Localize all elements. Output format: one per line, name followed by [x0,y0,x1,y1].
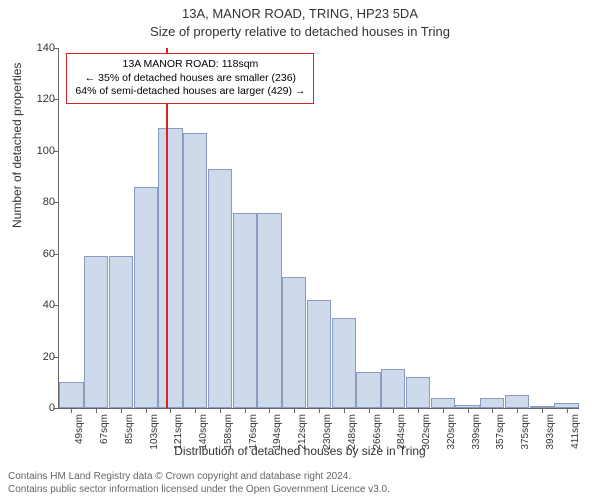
x-tick [96,408,97,413]
x-tick [443,408,444,413]
x-tick [369,408,370,413]
footer-line-2: Contains public sector information licen… [8,483,390,496]
histogram-bar [257,213,281,408]
annotation-box: 13A MANOR ROAD: 118sqm← 35% of detached … [66,53,314,104]
x-tick [71,408,72,413]
y-tick-label: 100 [5,145,55,157]
x-tick [245,408,246,413]
x-tick [269,408,270,413]
x-tick [220,408,221,413]
x-axis-label: Distribution of detached houses by size … [0,444,600,458]
y-tick-label: 140 [5,42,55,54]
y-tick-label: 0 [5,402,55,414]
x-tick [393,408,394,413]
annotation-line: 64% of semi-detached houses are larger (… [75,85,305,99]
x-tick [344,408,345,413]
x-tick [121,408,122,413]
histogram-bar [381,369,405,408]
histogram-bar [356,372,380,408]
annotation-line: ← 35% of detached houses are smaller (23… [75,72,305,86]
x-tick [294,408,295,413]
x-tick [567,408,568,413]
x-tick [468,408,469,413]
y-tick-label: 120 [5,93,55,105]
histogram-bar [480,398,504,408]
chart-title-1: 13A, MANOR ROAD, TRING, HP23 5DA [0,6,600,21]
footer-line-1: Contains HM Land Registry data © Crown c… [8,470,390,483]
chart-title-2: Size of property relative to detached ho… [0,24,600,39]
x-tick [146,408,147,413]
annotation-line: 13A MANOR ROAD: 118sqm [75,58,305,72]
histogram-bar [134,187,158,408]
y-tick-label: 40 [5,299,55,311]
x-tick [195,408,196,413]
x-tick [319,408,320,413]
x-tick [517,408,518,413]
y-tick-label: 80 [5,196,55,208]
histogram-bar [158,128,182,408]
histogram-bar [183,133,207,408]
x-tick [170,408,171,413]
histogram-bar [59,382,83,408]
chart-area: 02040608010012014049sqm67sqm85sqm103sqm1… [58,48,579,409]
histogram-bar [109,256,133,408]
x-tick [542,408,543,413]
histogram-bar [505,395,529,408]
y-tick-label: 60 [5,248,55,260]
histogram-bar [307,300,331,408]
y-tick-label: 20 [5,351,55,363]
x-tick [418,408,419,413]
histogram-bar [233,213,257,408]
histogram-bar [282,277,306,408]
x-tick [492,408,493,413]
footer-attribution: Contains HM Land Registry data © Crown c… [8,470,390,496]
histogram-bar [84,256,108,408]
histogram-bar [431,398,455,408]
histogram-bar [208,169,232,408]
histogram-bar [332,318,356,408]
histogram-bar [406,377,430,408]
